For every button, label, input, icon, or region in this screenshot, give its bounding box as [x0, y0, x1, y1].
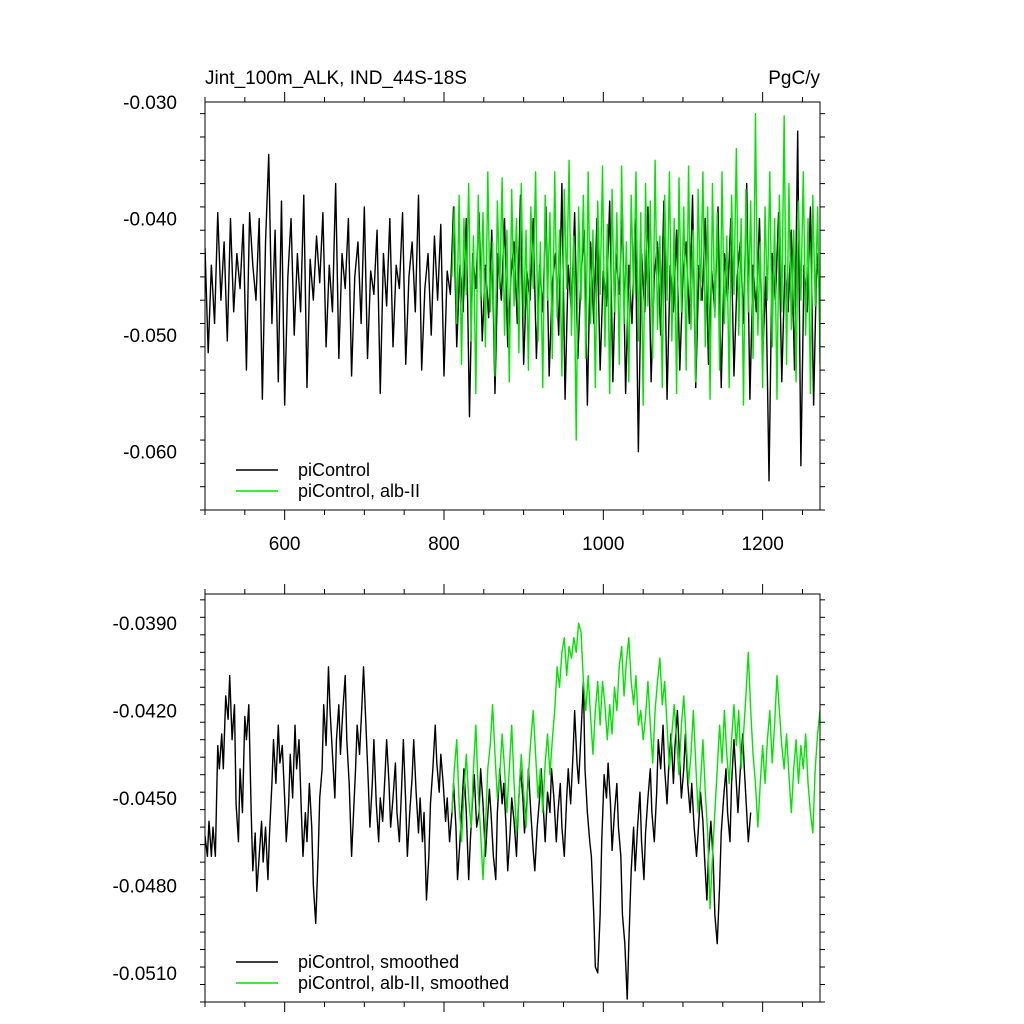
top-xtick-label: 1200 [742, 534, 784, 555]
top-ytick-label: -0.030 [123, 93, 177, 114]
top-panel: Jint_100m_ALK, IND_44S-18S PgC/y 600 800 1… [123, 68, 825, 555]
bottom-ytick-label: -0.0390 [113, 614, 177, 635]
top-plot-frame [204, 101, 821, 511]
top-series-group [205, 112, 820, 482]
bottom-ytick-label: -0.0510 [113, 964, 177, 985]
top-legend: piControl piControl, alb-II [236, 460, 420, 501]
top-legend-label-0: piControl [298, 460, 370, 480]
top-xtick-label: 800 [428, 534, 460, 555]
top-axes: 600 800 1000 1200 -0.060 -0.050 -0.040 -0.030 [123, 92, 825, 555]
bottom-ytick-label: -0.0480 [113, 876, 177, 897]
bottom-ytick-label: -0.0420 [113, 702, 177, 723]
bottom-panel: -0.0510 -0.0480 -0.0450 -0.0420 -0.0390 piCo… [113, 584, 825, 1012]
bottom-series-line-0 [205, 666, 752, 1000]
top-ytick-label: -0.050 [123, 326, 177, 347]
bottom-axes: -0.0510 -0.0480 -0.0450 -0.0420 -0.0390 [113, 584, 825, 1012]
bottom-legend: piControl, smoothed piControl, alb-II, s… [236, 952, 509, 993]
bottom-series-line-1 [451, 622, 820, 910]
top-ytick-label: -0.040 [123, 210, 177, 231]
bottom-series-group [205, 622, 820, 1000]
top-title-right: PgC/y [768, 68, 820, 89]
bottom-legend-label-0: piControl, smoothed [298, 952, 459, 972]
bottom-ytick-label: -0.0450 [113, 789, 177, 810]
top-xtick-label: 1000 [582, 534, 624, 555]
bottom-plot-frame [204, 593, 821, 1003]
top-title-left: Jint_100m_ALK, IND_44S-18S [205, 68, 467, 89]
top-legend-label-1: piControl, alb-II [298, 481, 420, 501]
top-ytick-label: -0.060 [123, 443, 177, 464]
bottom-legend-label-1: piControl, alb-II, smoothed [298, 973, 509, 993]
top-series-line-1 [451, 112, 820, 441]
top-xtick-label: 600 [269, 534, 301, 555]
